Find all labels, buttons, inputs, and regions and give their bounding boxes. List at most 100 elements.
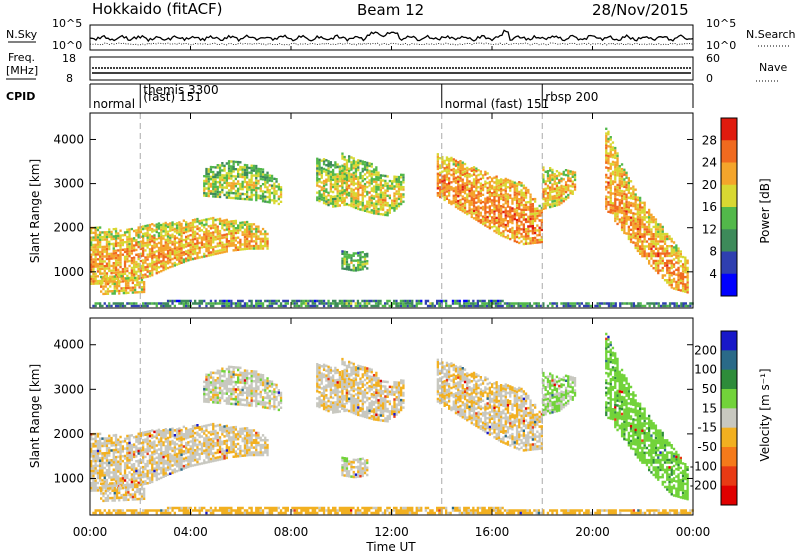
y-tick-label-0-2: 3000	[53, 177, 84, 191]
power-scale-cell-5	[721, 229, 737, 252]
power-scale-cell-0	[721, 118, 737, 141]
power-region-9	[175, 299, 500, 303]
power-region-7	[542, 179, 577, 203]
power-region-9	[92, 299, 692, 308]
noise-left-label: N.Sky	[6, 28, 38, 41]
power-region-1	[100, 275, 146, 296]
velocity-scale-cell-2	[721, 369, 737, 390]
velocity-region-3	[336, 381, 339, 384]
power-scale-tick-5: 8	[709, 245, 717, 259]
velocity-region-5	[341, 456, 369, 478]
y-tick-label-0-0: 1000	[53, 265, 84, 279]
y-tick-label-1-1: 2000	[53, 427, 84, 441]
velocity-region-7	[553, 383, 556, 387]
noise-right-label: N.Search	[746, 28, 796, 41]
velocity-region-2	[203, 368, 283, 412]
power-region-4	[348, 155, 405, 181]
noise-right-tick-bottom: 10^0	[706, 39, 736, 52]
velocity-scale-tick-0: 200	[694, 343, 717, 357]
power-region-4	[341, 154, 405, 216]
velocity-region-3	[316, 365, 348, 413]
y-axis-label-power: Slant Range [km]	[28, 159, 42, 263]
freq-label-2: [MHz]	[6, 64, 38, 77]
power-color-scale: 28 24 20 16 12 8 4	[702, 117, 738, 297]
x-axis-label: Time UT	[365, 540, 416, 554]
velocity-scale-tick-6: -100	[690, 459, 717, 473]
power-region-2	[203, 160, 283, 206]
velocity-region-5	[354, 473, 358, 476]
power-region-9	[94, 299, 694, 308]
power-scale-cell-4	[721, 207, 737, 230]
power-scale-tick-2: 20	[702, 178, 717, 192]
velocity-region-3	[327, 377, 330, 381]
x-tick-label-6: 00:00	[676, 525, 711, 539]
freq-label-1: Freq.	[8, 51, 35, 64]
velocity-scale-tick-4: -15	[697, 421, 717, 435]
power-region-8	[607, 181, 669, 267]
power-scale-cell-1	[721, 140, 737, 163]
velocity-panel	[90, 318, 694, 515]
cpid-segment-0: normal	[93, 97, 135, 111]
power-region-9	[304, 302, 432, 305]
power-region-0	[90, 217, 269, 285]
power-region-9	[94, 299, 687, 308]
power-scale-label: Power [dB]	[758, 178, 772, 243]
velocity-scale-tick-1: 100	[694, 363, 717, 377]
velocity-scale-tick-3: 15	[702, 401, 717, 415]
velocity-scale-cell-4	[721, 408, 737, 429]
power-region-3	[316, 173, 348, 207]
power-panel	[90, 113, 694, 308]
power-scale-tick-1: 24	[702, 156, 717, 170]
power-region-8	[605, 134, 689, 290]
y-tick-label-0-3: 4000	[53, 132, 84, 146]
power-scale-tick-6: 4	[709, 267, 717, 281]
velocity-scale-cell-7	[721, 466, 737, 487]
power-region-4	[345, 184, 396, 203]
noise-left-tick-top: 10^5	[52, 17, 82, 30]
power-region-5	[343, 257, 369, 270]
noise-right-tick-top: 10^5	[706, 17, 736, 30]
velocity-region-2	[205, 367, 283, 410]
date-title: 28/Nov/2015	[592, 1, 689, 19]
velocity-region-3	[316, 363, 348, 414]
power-scale-tick-3: 16	[702, 200, 717, 214]
power-region-5	[341, 250, 369, 272]
velocity-region-7	[542, 375, 577, 416]
station-title: Hokkaido (fitACF)	[92, 0, 223, 18]
power-region-7	[542, 168, 577, 210]
velocity-panel-bg	[90, 318, 693, 515]
power-scale-tick-4: 12	[702, 222, 717, 236]
power-scale-cell-3	[721, 184, 737, 208]
velocity-region-0	[90, 429, 258, 488]
velocity-region-9	[350, 509, 353, 512]
velocity-region-7	[542, 371, 577, 417]
x-tick-label-4: 16:00	[475, 525, 510, 539]
cpid-segment-2: (fast) 151	[143, 90, 202, 104]
cpid-segment-3: normal (fast) 151	[445, 97, 549, 111]
velocity-region-6	[436, 358, 543, 452]
velocity-scale-frame	[720, 330, 738, 506]
velocity-scale-cell-8	[721, 485, 737, 506]
frequency-panel	[89, 56, 694, 81]
power-region-4	[341, 163, 405, 215]
x-tick-label-0: 00:00	[73, 525, 108, 539]
y-tick-label-1-3: 4000	[53, 338, 84, 352]
power-region-4	[341, 152, 405, 217]
cpid-segment-4: rbsp 200	[545, 90, 598, 104]
velocity-scale-cell-0	[721, 331, 737, 351]
y-tick-label-1-2: 3000	[53, 382, 84, 396]
velocity-color-scale: 200 100 50 15 -15 -50 -100 -200	[690, 330, 738, 506]
cpid-segment-1: themis 3300	[143, 83, 218, 97]
nave-tick-bottom: 0	[706, 72, 713, 85]
velocity-region-1	[100, 481, 146, 502]
velocity-region-9	[114, 506, 692, 515]
nave-label: Nave	[759, 61, 787, 74]
velocity-scale-cell-3	[721, 389, 737, 409]
power-region-7	[542, 169, 577, 209]
cpid-segments: normal themis 3300(fast) 151 normal (fast)…	[93, 83, 598, 111]
velocity-region-4	[341, 360, 405, 423]
cpid-label: CPID	[6, 90, 35, 103]
power-region-2	[203, 160, 283, 204]
power-region-1	[100, 275, 144, 295]
